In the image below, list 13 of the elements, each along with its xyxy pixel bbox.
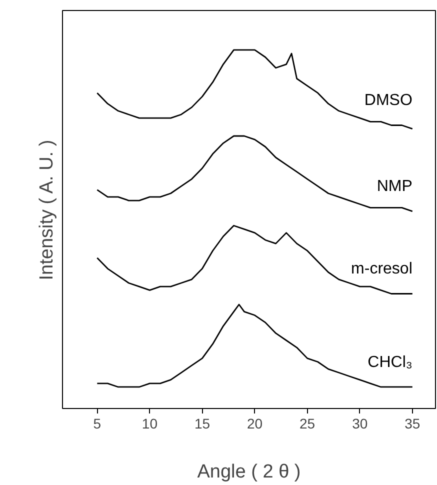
x-tick-label: 25 xyxy=(300,416,316,432)
series-label: m-cresol xyxy=(351,260,412,278)
x-tick-label: 35 xyxy=(404,416,420,432)
x-tick-label: 5 xyxy=(93,416,102,432)
series-label: CHCl₃ xyxy=(368,354,412,371)
series-label: NMP xyxy=(376,178,412,196)
x-tick-label: 15 xyxy=(194,416,210,432)
series-label: DMSO xyxy=(364,92,412,110)
x-tick-label: 10 xyxy=(142,416,158,432)
x-tick-label: 30 xyxy=(352,416,368,432)
x-axis-title: Angle ( 2 θ ) xyxy=(197,462,301,482)
y-axis-title: Intensity ( A. U. ) xyxy=(36,140,58,280)
x-tick-label: 20 xyxy=(246,416,263,432)
